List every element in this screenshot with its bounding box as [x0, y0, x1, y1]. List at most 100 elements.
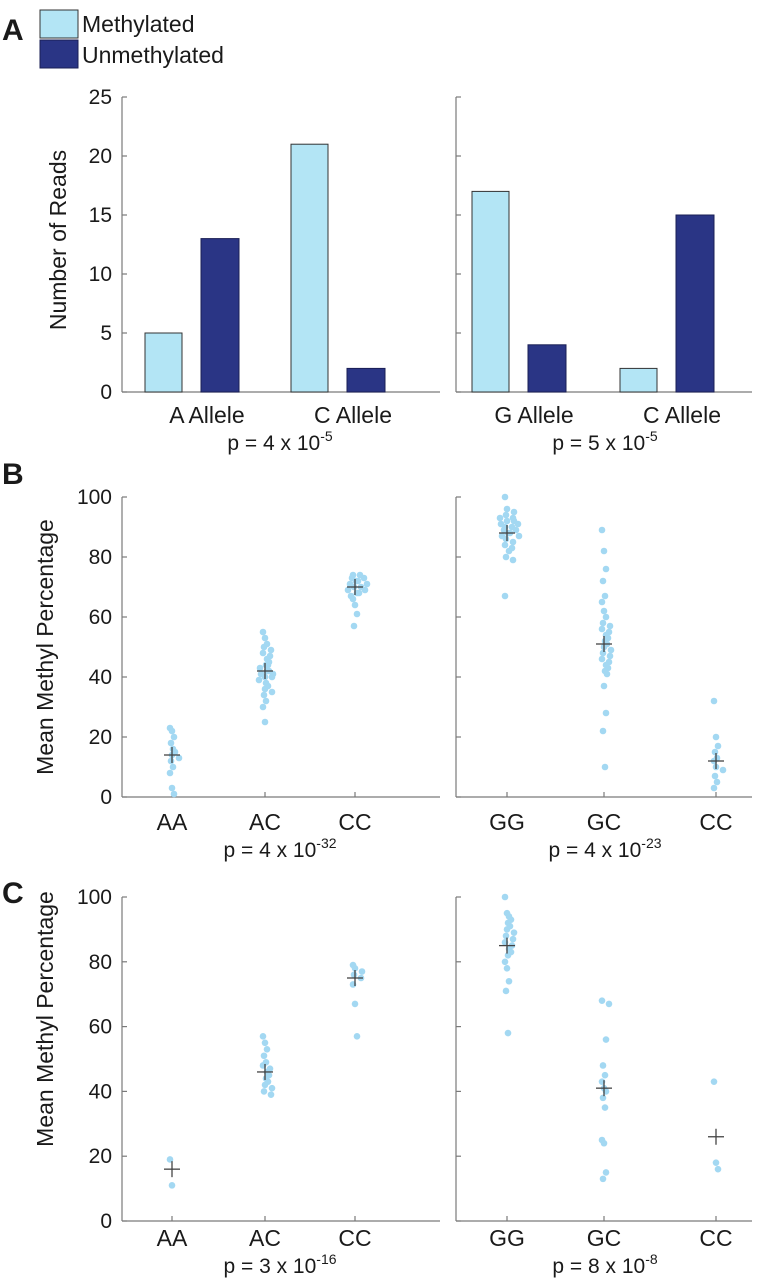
- data-point: [714, 1165, 722, 1173]
- data-point: [167, 739, 175, 747]
- data-point: [353, 610, 361, 618]
- data-point: [602, 1169, 610, 1176]
- y-tick-label: 20: [89, 145, 112, 168]
- data-point: [501, 592, 509, 600]
- y-tick-label: 0: [100, 786, 112, 809]
- data-point: [351, 964, 359, 972]
- data-point: [600, 682, 608, 690]
- data-point: [350, 971, 358, 979]
- data-point: [598, 625, 606, 633]
- data-point: [601, 1071, 609, 1079]
- y-axis-label-b: Mean Methyl Percentage: [32, 519, 58, 775]
- data-point: [503, 964, 511, 972]
- x-tick-label: GC: [587, 809, 622, 835]
- data-point: [167, 757, 175, 765]
- data-point: [602, 565, 610, 573]
- subplot-b-right: GG GC CC p = 4 x 10-23: [455, 493, 752, 862]
- panel-letter-b: B: [2, 458, 24, 491]
- data-point: [502, 987, 510, 995]
- data-point: [259, 649, 267, 657]
- data-point: [260, 1088, 268, 1095]
- legend-label-unmethylated: Unmethylated: [82, 42, 224, 68]
- subplot-c-left: 0 20 40 60 80 100 AA AC CCp = 3 x 10-16: [77, 886, 440, 1278]
- data-point: [169, 763, 177, 771]
- data-point: [501, 541, 509, 549]
- data-point: [505, 547, 513, 555]
- panel-letter-a: A: [2, 14, 24, 47]
- y-axis-label-c: Mean Methyl Percentage: [32, 891, 58, 1147]
- data-point: [503, 505, 511, 513]
- x-tick-label: C Allele: [643, 402, 721, 428]
- y-tick-label: 100: [77, 886, 112, 909]
- data-point: [607, 646, 615, 654]
- data-point: [515, 532, 523, 540]
- data-point: [259, 628, 267, 636]
- legend-swatch-unmethylated: [39, 39, 79, 69]
- data-point: [358, 968, 366, 975]
- data-point: [600, 1139, 608, 1147]
- y-tick-label: 80: [89, 951, 112, 974]
- data-point: [509, 935, 517, 943]
- data-point: [599, 1175, 607, 1183]
- y-tick-label: 60: [89, 606, 112, 629]
- data-point: [501, 958, 509, 966]
- data-point: [344, 586, 352, 594]
- data-point: [168, 784, 176, 792]
- bar-unmethylated-g-allele: [527, 344, 567, 393]
- p-value: p = 8 x 10-8: [552, 1251, 657, 1278]
- data-point: [261, 718, 269, 726]
- data-point: [168, 727, 176, 735]
- x-tick-label: GC: [587, 1225, 622, 1251]
- data-point: [256, 664, 264, 672]
- data-point: [503, 517, 511, 525]
- legend-swatch-methylated: [39, 9, 79, 39]
- data-point: [502, 511, 510, 519]
- data-point: [166, 1156, 174, 1163]
- bar-methylated-a-allele: [144, 332, 183, 393]
- data-point: [510, 929, 518, 936]
- y-tick-label: 100: [77, 486, 112, 509]
- data-point: [599, 619, 607, 627]
- data-point: [501, 893, 509, 901]
- data-point: [601, 592, 609, 600]
- data-point: [350, 622, 358, 630]
- p-value: p = 5 x 10-5: [552, 428, 657, 455]
- p-value: p = 4 x 10-5: [227, 428, 332, 455]
- data-point: [353, 1033, 361, 1040]
- data-point: [504, 952, 512, 959]
- data-point: [268, 1084, 276, 1092]
- bar-unmethylated-a-allele: [200, 238, 240, 393]
- data-point: [264, 661, 272, 669]
- data-point: [598, 526, 606, 534]
- legend: Methylated Unmethylated: [39, 9, 224, 69]
- y-axis-label-a: Number of Reads: [45, 150, 71, 330]
- y-tick-label: 0: [100, 1210, 112, 1233]
- bar-methylated-c-allele: [290, 143, 329, 393]
- data-point: [512, 526, 520, 534]
- y-tick-label: 15: [89, 204, 112, 227]
- y-tick-label: 20: [89, 1145, 112, 1168]
- data-point: [710, 1078, 718, 1085]
- data-point: [261, 634, 269, 642]
- data-point: [170, 790, 178, 798]
- data-point: [602, 709, 610, 717]
- x-tick-label: AA: [157, 809, 188, 835]
- data-point: [713, 778, 721, 786]
- subplot-c-right: GG GC CC p = 8 x 10-8: [455, 893, 752, 1278]
- data-point: [606, 652, 614, 660]
- data-point: [501, 493, 509, 501]
- data-point: [355, 589, 363, 597]
- data-point: [602, 1036, 610, 1043]
- y-tick-label: 20: [89, 726, 112, 749]
- x-tick-label: G Allele: [494, 402, 573, 428]
- data-point: [714, 742, 722, 750]
- x-tick-label: CC: [699, 809, 732, 835]
- p-value: p = 4 x 10-32: [223, 835, 336, 862]
- x-tick-label: CC: [338, 809, 371, 835]
- data-point: [351, 601, 359, 609]
- data-point: [260, 643, 268, 651]
- data-point: [503, 926, 511, 933]
- y-tick-label: 60: [89, 1016, 112, 1039]
- data-point: [599, 1094, 607, 1102]
